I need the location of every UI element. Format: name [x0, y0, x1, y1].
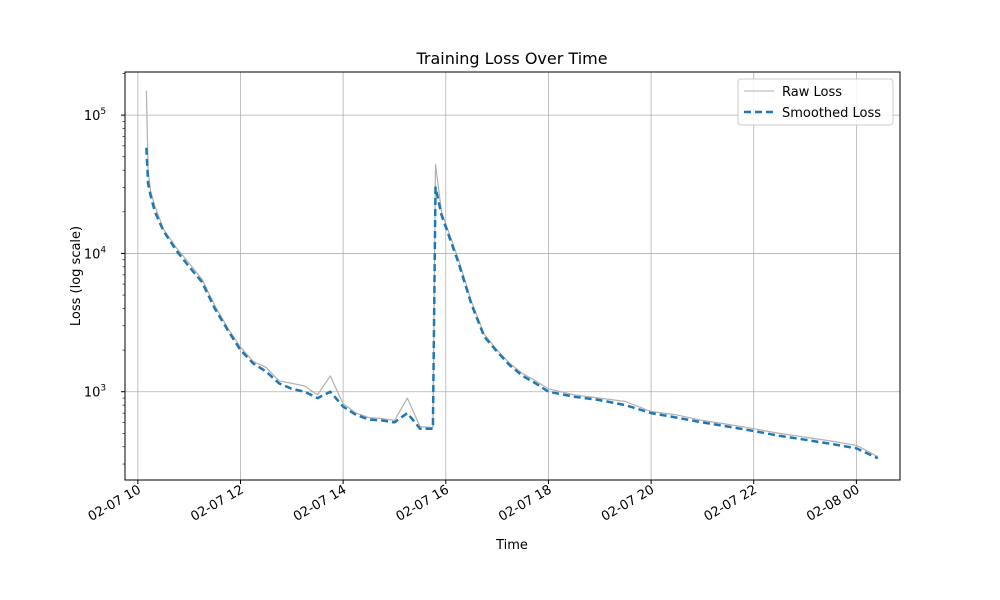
series-line-raw-loss [145, 90, 879, 458]
x-axis-label: Time [495, 538, 528, 553]
legend: Raw Loss Smoothed Loss [737, 78, 894, 126]
y-tick-label: 103 [84, 384, 106, 401]
legend-label-raw-loss: Raw Loss [782, 85, 842, 100]
series-line-smoothed-loss [145, 147, 879, 460]
y-axis-label: Loss (log scale) [69, 226, 84, 326]
y-tick-label: 105 [84, 107, 106, 124]
plot-lines [145, 90, 879, 460]
legend-box [737, 78, 894, 126]
legend-label-smoothed-loss: Smoothed Loss [782, 106, 881, 121]
y-tick-label: 104 [84, 245, 107, 262]
plot-frame [124, 71, 901, 481]
chart-title: Training Loss Over Time [415, 49, 607, 68]
